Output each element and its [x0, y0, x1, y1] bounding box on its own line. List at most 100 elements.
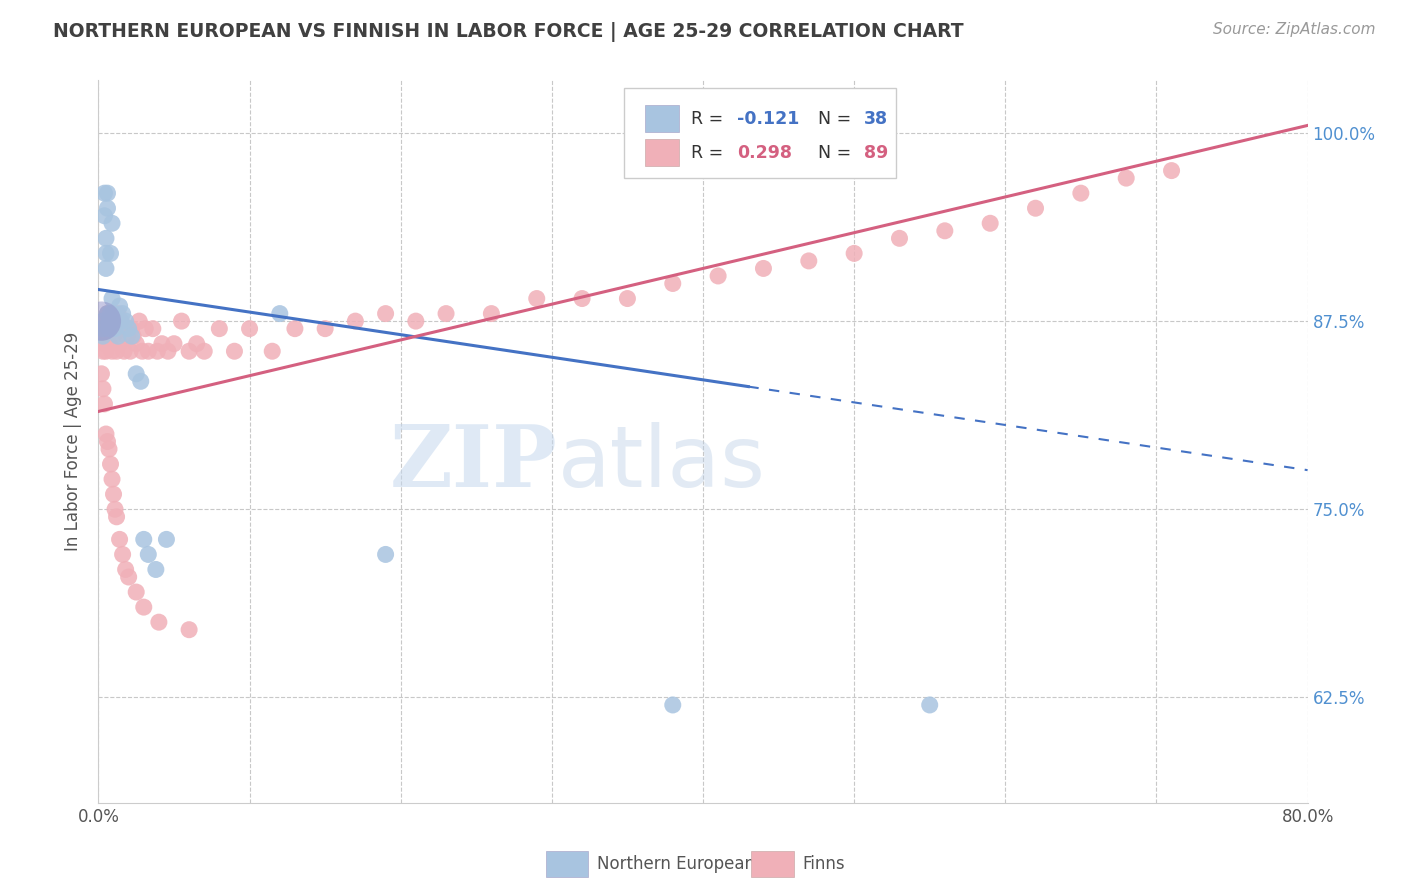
Point: [661, 698, 683, 712]
Bar: [546, 851, 588, 877]
Point: [90, 314, 112, 328]
Text: 0.298: 0.298: [737, 144, 792, 161]
Point: [91, 344, 114, 359]
Point: [179, 623, 201, 637]
Point: [105, 314, 128, 328]
Point: [96, 434, 118, 449]
Point: [1115, 171, 1137, 186]
Point: [526, 292, 548, 306]
Point: [96, 201, 118, 215]
Point: [93, 209, 115, 223]
Point: [118, 321, 141, 335]
Point: [94, 231, 117, 245]
Point: [148, 615, 170, 630]
Point: [1024, 201, 1046, 215]
Point: [107, 307, 129, 321]
Point: [797, 253, 820, 268]
Text: Northern Europeans: Northern Europeans: [596, 855, 763, 873]
Point: [104, 314, 127, 328]
Point: [269, 307, 291, 321]
Point: [94, 321, 117, 335]
Point: [91, 382, 114, 396]
Point: [101, 472, 124, 486]
Point: [752, 261, 775, 276]
Point: [100, 457, 122, 471]
Point: [134, 321, 156, 335]
Point: [110, 314, 132, 328]
Point: [94, 246, 117, 260]
Bar: [751, 851, 794, 877]
Point: [96, 186, 118, 201]
Point: [405, 314, 427, 328]
Point: [918, 698, 941, 712]
Point: [934, 224, 956, 238]
Point: [145, 562, 167, 576]
Point: [98, 321, 121, 335]
Point: [105, 509, 128, 524]
Point: [142, 321, 165, 335]
Point: [90, 367, 112, 381]
Text: N =: N =: [818, 110, 856, 128]
Point: [110, 314, 132, 328]
Point: [96, 329, 118, 343]
Point: [115, 329, 138, 343]
Point: [103, 329, 125, 343]
Text: N =: N =: [818, 144, 856, 161]
Point: [91, 321, 114, 335]
Point: [100, 246, 122, 260]
Point: [125, 367, 148, 381]
Point: [125, 585, 148, 599]
Point: [103, 307, 125, 321]
Text: 38: 38: [863, 110, 889, 128]
Point: [1070, 186, 1092, 201]
Point: [98, 314, 121, 328]
Point: [105, 344, 128, 359]
Point: [120, 344, 142, 359]
Text: Source: ZipAtlas.com: Source: ZipAtlas.com: [1212, 22, 1375, 37]
Point: [121, 321, 143, 335]
Point: [101, 216, 124, 230]
Text: Finns: Finns: [803, 855, 845, 873]
Point: [104, 321, 127, 335]
Point: [111, 307, 134, 321]
Point: [94, 261, 117, 276]
Point: [344, 314, 367, 328]
Point: [979, 216, 1001, 230]
Point: [122, 329, 145, 343]
Text: R =: R =: [690, 144, 728, 161]
Point: [112, 344, 135, 359]
Point: [107, 329, 129, 343]
Point: [186, 336, 208, 351]
Point: [91, 329, 114, 343]
Point: [90, 321, 112, 335]
Point: [118, 570, 141, 584]
Point: [93, 186, 115, 201]
Point: [98, 442, 121, 456]
Point: [98, 314, 121, 328]
Point: [93, 336, 115, 351]
Point: [616, 292, 638, 306]
Point: [101, 292, 124, 306]
Point: [108, 533, 131, 547]
Point: [374, 307, 396, 321]
Point: [103, 487, 125, 501]
Point: [481, 307, 503, 321]
Point: [239, 321, 262, 335]
Point: [170, 314, 193, 328]
Point: [150, 336, 173, 351]
Point: [129, 375, 152, 389]
Point: [96, 307, 118, 321]
Point: [128, 314, 150, 328]
Point: [101, 344, 124, 359]
Point: [93, 314, 115, 328]
Point: [118, 321, 141, 335]
Text: R =: R =: [690, 110, 728, 128]
Point: [131, 344, 153, 359]
Point: [121, 329, 143, 343]
Text: ZIP: ZIP: [389, 421, 558, 505]
Point: [163, 336, 186, 351]
Point: [434, 307, 457, 321]
Point: [108, 336, 131, 351]
Point: [262, 344, 284, 359]
Point: [193, 344, 215, 359]
